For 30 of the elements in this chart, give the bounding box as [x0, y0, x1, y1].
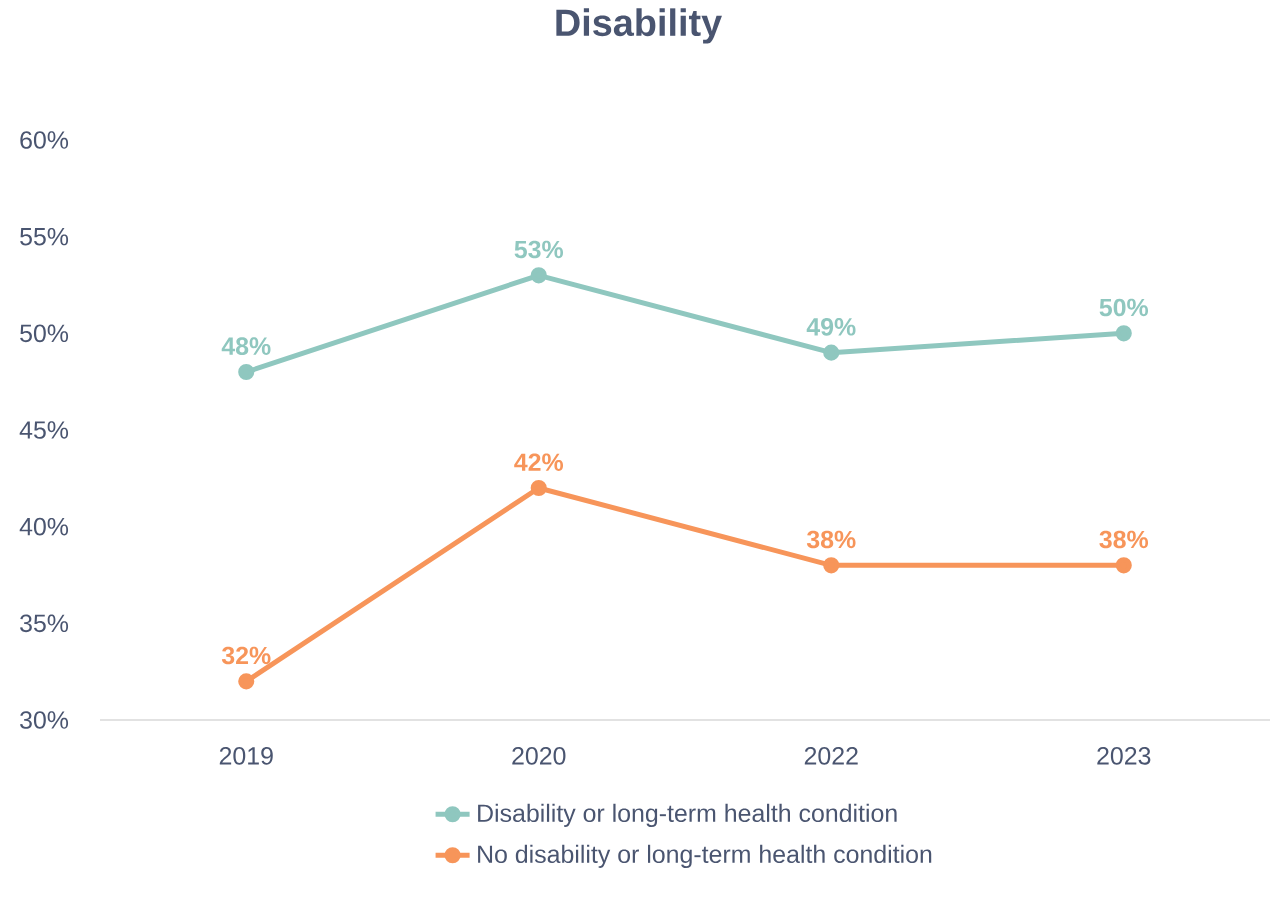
point: [238, 363, 255, 381]
legend-label: Disability or long-term health condition: [478, 803, 897, 827]
point: [530, 267, 547, 284]
y-tick-label: 40%: [19, 517, 69, 536]
data-label: 38%: [1099, 530, 1149, 549]
chart-title: Disability: [556, 8, 722, 44]
data-label: 42%: [514, 453, 564, 471]
y-tick-label: 35%: [20, 614, 69, 633]
data-label: 49%: [806, 318, 856, 336]
y-tick-label: 55%: [20, 227, 69, 246]
y-tick-label: 30%: [20, 711, 69, 729]
point: [1115, 557, 1132, 574]
point: [1115, 325, 1132, 342]
x-tick-label: 2020: [512, 747, 566, 765]
legend-label: No disability or long-term health condition: [478, 844, 932, 868]
data-label: 32%: [221, 646, 271, 665]
x-tick-label: 2019: [219, 747, 273, 765]
point: [530, 479, 547, 497]
x-tick-label: 2022: [804, 747, 858, 765]
y-tick-label: 50%: [20, 324, 69, 343]
data-label: 50%: [1099, 298, 1149, 317]
data-label: 38%: [806, 530, 856, 549]
x-tick-label: 2023: [1097, 747, 1151, 765]
point: [823, 557, 840, 574]
data-label: 53%: [514, 240, 564, 259]
data-label: 48%: [221, 337, 271, 355]
point: [238, 673, 255, 690]
y-tick-label: 45%: [19, 421, 69, 439]
y-tick-label: 60%: [20, 131, 69, 149]
point: [823, 344, 840, 361]
